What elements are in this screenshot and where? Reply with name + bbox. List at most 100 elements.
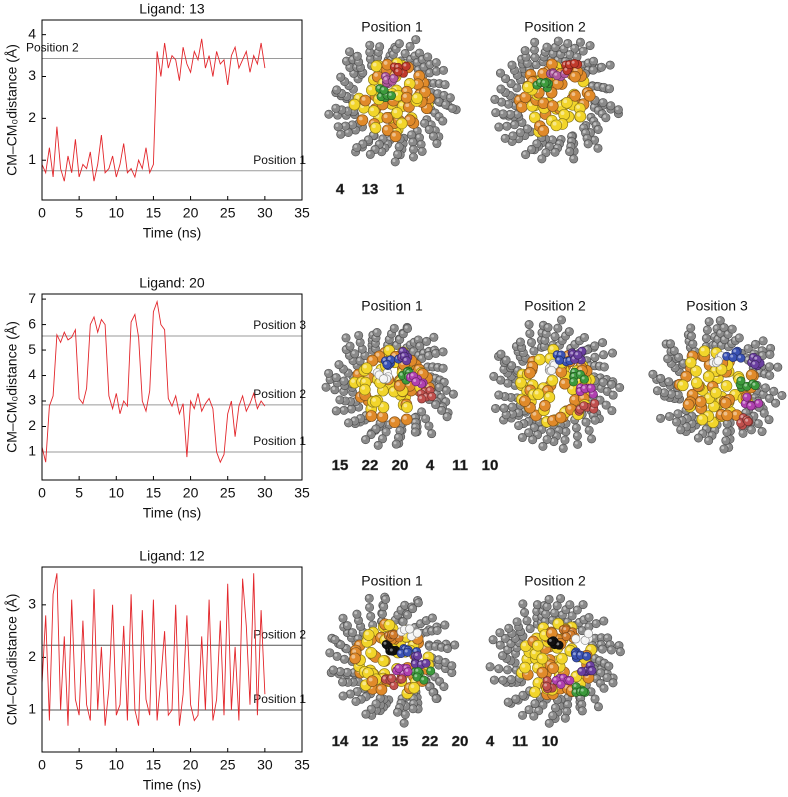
atom-highlight bbox=[725, 331, 729, 335]
atom-highlight bbox=[545, 324, 549, 328]
atom bbox=[547, 662, 559, 674]
atom-highlight bbox=[428, 122, 432, 126]
atom bbox=[606, 101, 616, 111]
atom-highlight bbox=[397, 336, 400, 340]
atom-highlight bbox=[549, 664, 554, 669]
atom-highlight bbox=[574, 433, 578, 437]
atom-highlight bbox=[517, 339, 521, 343]
atom bbox=[498, 651, 508, 661]
atom bbox=[447, 661, 457, 671]
atom-highlight bbox=[441, 379, 445, 383]
atom bbox=[613, 105, 623, 115]
atom-highlight bbox=[376, 43, 380, 47]
atom bbox=[532, 388, 545, 401]
atom bbox=[408, 144, 418, 154]
atom-highlight bbox=[364, 669, 369, 674]
atom-highlight bbox=[754, 356, 758, 360]
atom-highlight bbox=[755, 400, 759, 404]
atom-highlight bbox=[592, 696, 596, 700]
atom-highlight bbox=[760, 338, 764, 342]
structure-title: Position 1 bbox=[361, 573, 423, 589]
atom-highlight bbox=[549, 137, 553, 141]
atom-highlight bbox=[427, 61, 431, 65]
atom bbox=[541, 609, 551, 619]
atom bbox=[530, 52, 540, 62]
atom bbox=[490, 94, 500, 104]
atom bbox=[719, 444, 729, 454]
atom-highlight bbox=[442, 81, 446, 85]
x-tick-label: 15 bbox=[146, 757, 162, 773]
atom bbox=[543, 323, 553, 333]
atom bbox=[372, 328, 382, 338]
atom-highlight bbox=[508, 80, 512, 84]
atom-highlight bbox=[540, 443, 544, 447]
atom bbox=[394, 39, 404, 49]
atom-highlight bbox=[395, 69, 399, 73]
atom-highlight bbox=[581, 616, 585, 620]
atom-highlight bbox=[326, 111, 330, 115]
atom-highlight bbox=[595, 704, 599, 707]
x-tick-label: 30 bbox=[257, 205, 273, 221]
atom-highlight bbox=[376, 372, 380, 376]
atom-highlight bbox=[539, 156, 543, 160]
atom-highlight bbox=[588, 114, 592, 118]
atom bbox=[587, 434, 597, 444]
atom-highlight bbox=[703, 335, 707, 339]
atom bbox=[431, 694, 441, 704]
atom bbox=[601, 400, 611, 410]
atom bbox=[336, 129, 346, 139]
atom bbox=[529, 686, 541, 698]
atom bbox=[438, 116, 448, 126]
atom-highlight bbox=[568, 687, 573, 691]
atom-highlight bbox=[544, 44, 548, 48]
atom-highlight bbox=[766, 395, 770, 399]
atom-highlight bbox=[430, 364, 433, 368]
atom bbox=[574, 110, 587, 123]
atom bbox=[361, 435, 371, 445]
atom bbox=[554, 411, 567, 424]
atom bbox=[765, 349, 775, 359]
atom-highlight bbox=[567, 602, 571, 605]
atom bbox=[593, 702, 603, 712]
atom bbox=[742, 392, 752, 402]
atom-highlight bbox=[323, 384, 327, 388]
atom bbox=[556, 594, 566, 604]
atom-highlight bbox=[580, 601, 584, 605]
atom bbox=[495, 68, 505, 78]
atom bbox=[349, 652, 361, 665]
atom bbox=[393, 149, 403, 159]
atom-highlight bbox=[581, 334, 585, 338]
atom bbox=[529, 422, 539, 432]
atom bbox=[710, 387, 722, 399]
atom-highlight bbox=[502, 135, 506, 139]
atom-highlight bbox=[496, 666, 500, 669]
atom-highlight bbox=[384, 126, 388, 131]
atom-highlight bbox=[538, 668, 543, 673]
atom bbox=[666, 339, 676, 349]
atom bbox=[401, 61, 411, 71]
atom bbox=[400, 413, 413, 426]
atom-highlight bbox=[415, 668, 419, 672]
atom-highlight bbox=[571, 369, 575, 373]
atom bbox=[743, 344, 753, 354]
atom-highlight bbox=[673, 419, 677, 423]
y-tick-label: 2 bbox=[28, 648, 36, 664]
atom-highlight bbox=[563, 428, 567, 432]
atom bbox=[753, 419, 763, 429]
atom bbox=[583, 90, 596, 102]
atom-highlight bbox=[556, 642, 560, 646]
atom-highlight bbox=[528, 78, 533, 83]
atom bbox=[389, 73, 399, 83]
atom-highlight bbox=[526, 71, 531, 76]
atom bbox=[521, 150, 531, 160]
atom-highlight bbox=[757, 370, 761, 373]
atom-highlight bbox=[517, 379, 522, 383]
y-axis-label: CM–CM₀distance (Å) bbox=[4, 44, 20, 176]
atom-highlight bbox=[559, 337, 563, 341]
atom bbox=[564, 327, 574, 337]
atom-highlight bbox=[368, 86, 373, 91]
atom-highlight bbox=[706, 318, 710, 322]
atom-highlight bbox=[566, 61, 570, 65]
atom-highlight bbox=[667, 341, 671, 345]
atom bbox=[400, 91, 413, 104]
